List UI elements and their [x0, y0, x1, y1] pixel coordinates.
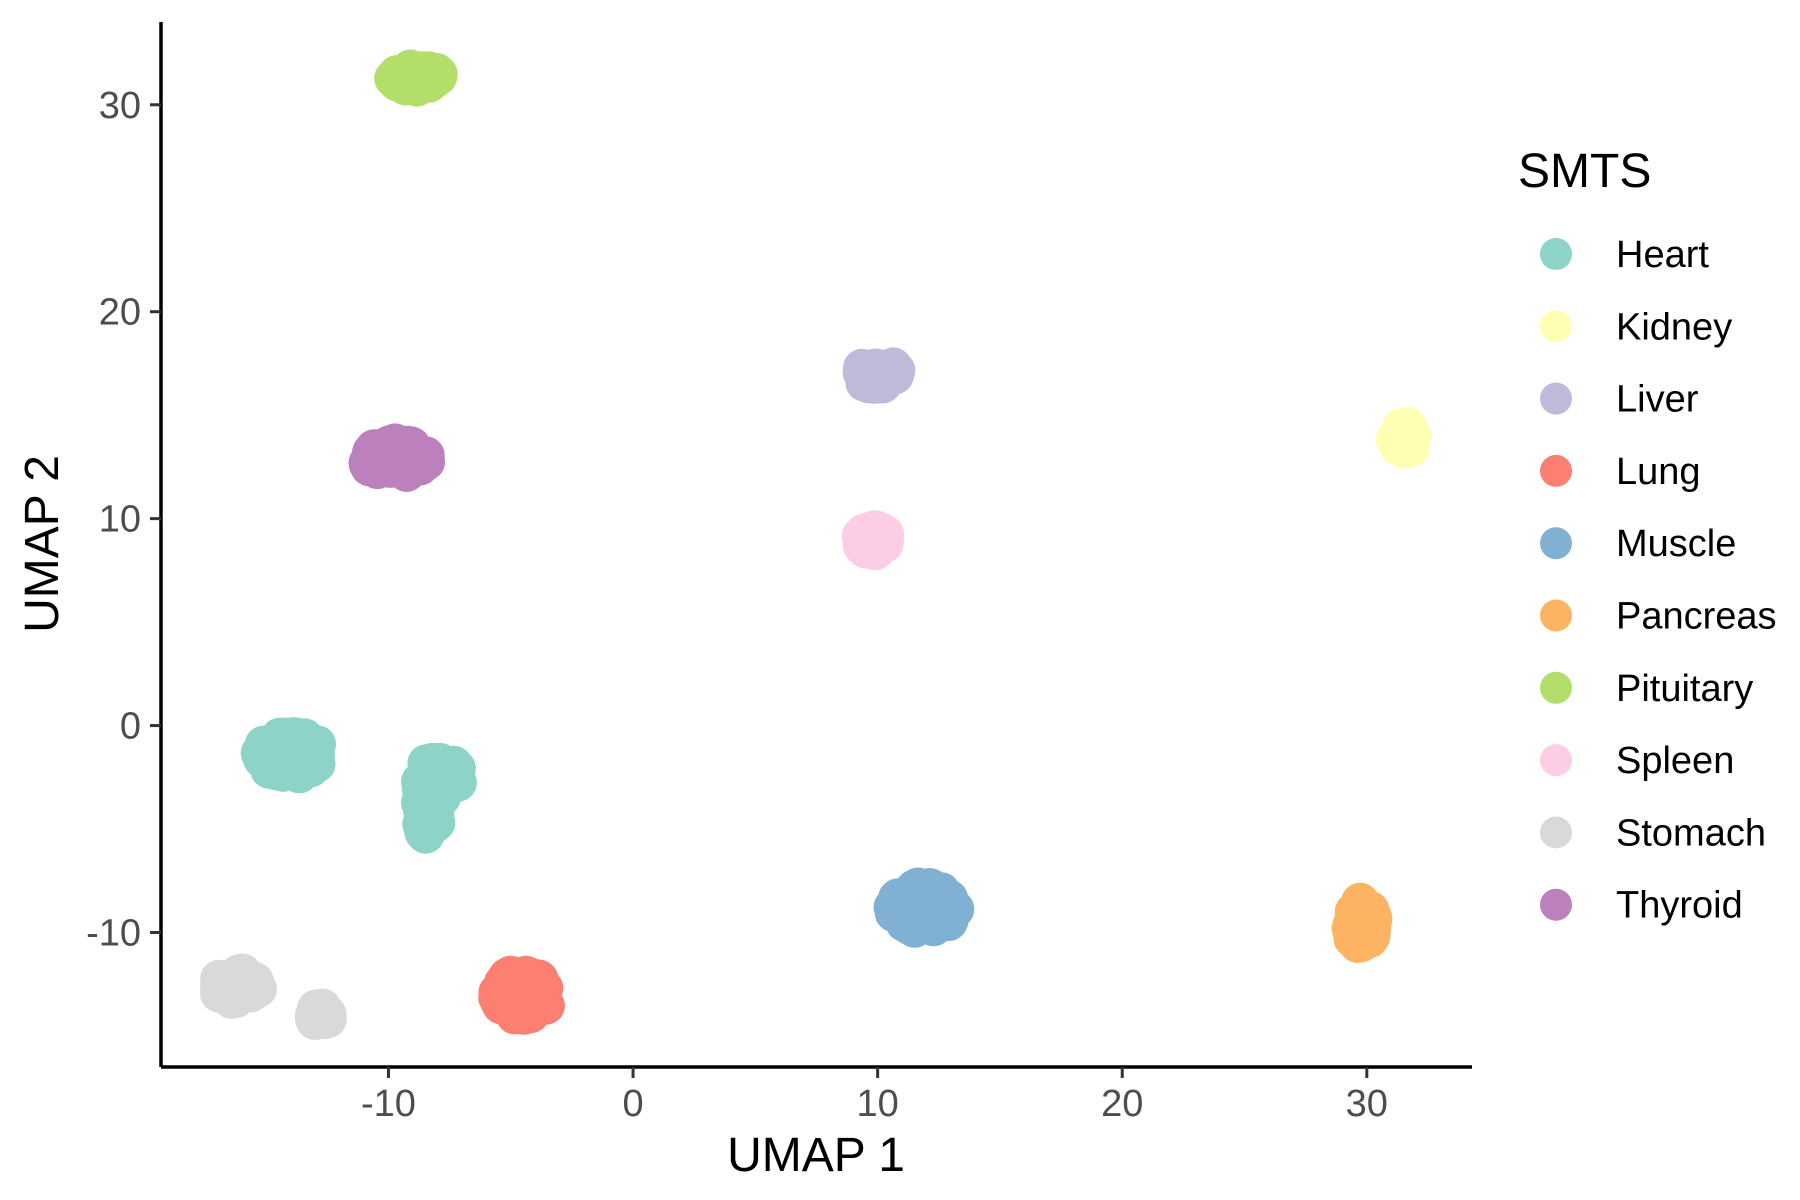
y-ticks: -10 0 10 20 30: [86, 85, 161, 954]
y-tick-label: 0: [120, 706, 141, 748]
series-kidney: [1375, 407, 1432, 469]
legend-item-pituitary: Pituitary: [1540, 668, 1753, 710]
legend-key: [1540, 238, 1572, 270]
series-spleen: [841, 510, 905, 571]
legend-item-heart: Heart: [1540, 234, 1709, 276]
x-tick-label: -10: [361, 1083, 416, 1125]
legend-item-muscle: Muscle: [1540, 523, 1736, 565]
legend-label: Pancreas: [1616, 596, 1777, 638]
x-tick-label: 30: [1346, 1083, 1388, 1125]
data-point: [874, 894, 913, 933]
legend-item-pancreas: Pancreas: [1540, 596, 1777, 638]
data-point: [404, 51, 443, 90]
legend-label: Muscle: [1616, 523, 1736, 565]
y-tick-label: 10: [99, 499, 141, 541]
legend-key: [1540, 888, 1572, 921]
axes-layer: -10 0 10 20 30 -10 0 10 20 30: [86, 22, 1472, 1125]
legend-label: Kidney: [1616, 306, 1732, 348]
data-point: [401, 437, 440, 476]
legend-key: [1540, 744, 1572, 777]
legend-key: [1540, 454, 1572, 487]
legend-item-lung: Lung: [1540, 451, 1701, 493]
series-liver: [842, 347, 916, 404]
legend-key: [1540, 816, 1572, 849]
legend-item-kidney: Kidney: [1540, 306, 1732, 348]
data-point: [866, 350, 905, 389]
series-heart: [240, 717, 477, 854]
legend-key: [1540, 599, 1572, 632]
legend-label: Heart: [1616, 234, 1709, 276]
y-tick-label: 30: [99, 85, 141, 127]
legend-title: SMTS: [1518, 145, 1651, 198]
legend-label: Lung: [1616, 451, 1701, 493]
legend-key: [1540, 382, 1572, 415]
series-pancreas: [1331, 882, 1393, 963]
legend-item-spleen: Spleen: [1540, 740, 1734, 782]
legend-item-thyroid: Thyroid: [1540, 885, 1743, 927]
legend-label: Pituitary: [1616, 668, 1753, 710]
legend-key: [1540, 310, 1572, 343]
series-thyroid: [348, 423, 446, 492]
data-point: [1388, 426, 1427, 465]
points-layer: [200, 49, 1432, 1040]
series-lung: [478, 955, 565, 1035]
x-tick-label: 20: [1101, 1083, 1143, 1125]
series-pituitary: [374, 49, 458, 107]
legend-key: [1540, 527, 1572, 560]
data-point: [416, 792, 455, 831]
data-point: [905, 882, 944, 921]
data-point: [352, 432, 391, 471]
x-axis-title: UMAP 1: [727, 1129, 905, 1182]
data-point: [1341, 910, 1380, 949]
legend-label: Stomach: [1616, 812, 1766, 854]
y-tick-label: -10: [86, 912, 141, 954]
data-point: [866, 515, 904, 553]
legend: SMTS Heart Kidney Liver Lung Muscle Pancreas P…: [1518, 145, 1777, 927]
y-axis-title: UMAP 2: [16, 455, 69, 633]
y-tick-label: 20: [99, 292, 141, 334]
data-point: [215, 970, 254, 1009]
data-point: [297, 997, 335, 1036]
data-point: [482, 986, 521, 1025]
series-stomach: [200, 953, 347, 1040]
x-ticks: -10 0 10 20 30: [361, 1067, 1388, 1125]
x-tick-label: 0: [622, 1083, 643, 1125]
legend-label: Liver: [1616, 379, 1699, 421]
x-tick-label: 10: [857, 1083, 899, 1125]
legend-label: Thyroid: [1616, 885, 1743, 927]
legend-label: Spleen: [1616, 740, 1734, 782]
data-point: [280, 755, 319, 794]
data-point: [491, 955, 530, 994]
legend-key: [1540, 671, 1572, 704]
series-muscle: [873, 867, 975, 948]
legend-item-liver: Liver: [1540, 379, 1699, 421]
legend-item-stomach: Stomach: [1540, 812, 1766, 854]
